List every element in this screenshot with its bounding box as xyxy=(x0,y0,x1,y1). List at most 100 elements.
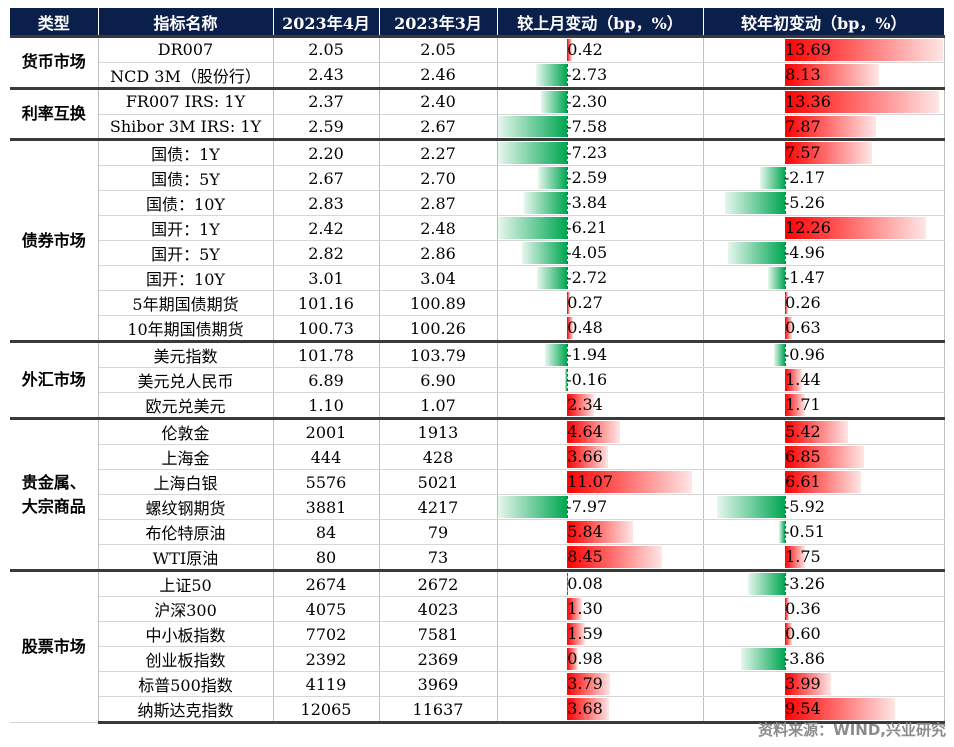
value-apr: 2001 xyxy=(273,417,380,446)
mom-change-bar xyxy=(537,167,568,190)
value-apr: 7702 xyxy=(273,621,380,648)
mom-change-cell: 2.34 xyxy=(497,392,704,421)
mom-change-cell: 8.45 xyxy=(497,544,704,573)
mom-change-cell: 0.42 xyxy=(497,35,704,63)
ytd-change-axis xyxy=(785,39,787,61)
ytd-change-value: 0.36 xyxy=(785,599,821,619)
ytd-change-value: 13.69 xyxy=(785,40,831,59)
ytd-change-bar xyxy=(785,623,792,646)
group-label: 贵金属、 大宗商品 xyxy=(10,417,99,572)
mom-change-axis xyxy=(567,192,569,215)
mom-change-cell: -7.23 xyxy=(497,138,704,167)
ytd-change-value: 3.99 xyxy=(785,674,821,694)
ytd-change-bar xyxy=(785,546,806,569)
table-row: 股票市场 上证50 2674 2672 0.08 -3.26 xyxy=(10,569,945,724)
mom-change-cell: 0.48 xyxy=(497,315,704,344)
mom-change-bar xyxy=(565,369,568,392)
mom-change-axis xyxy=(567,115,569,138)
value-mar: 2.05 xyxy=(379,35,498,63)
ytd-change-value: 9.54 xyxy=(785,699,821,719)
value-mar: 2.27 xyxy=(379,138,498,167)
market-summary-table: 类型 指标名称 2023年4月 2023年3月 较上月变动（bp，%） 较年初变… xyxy=(10,8,945,725)
table-row: 上海金 444 428 3.66 6.85 xyxy=(10,444,945,471)
value-apr: 2.42 xyxy=(273,215,380,242)
value-mar: 73 xyxy=(379,544,498,573)
ytd-change-bar xyxy=(779,521,786,544)
ytd-change-cell: -5.92 xyxy=(703,494,945,521)
mom-change-value: -2.30 xyxy=(566,91,608,111)
ytd-change-bar xyxy=(760,167,786,190)
mom-change-axis xyxy=(567,648,569,671)
value-apr: 12065 xyxy=(273,696,380,725)
ytd-change-value: -1.47 xyxy=(783,268,825,288)
group-label: 债券市场 xyxy=(10,138,99,343)
ytd-change-value: -3.86 xyxy=(783,649,825,669)
ytd-change-axis xyxy=(785,623,787,646)
mom-change-cell: -2.73 xyxy=(497,62,704,90)
indicator-name: 布伦特原油 xyxy=(98,519,274,546)
mom-change-axis xyxy=(567,623,569,646)
ytd-change-bar xyxy=(785,142,873,165)
mom-change-value: 2.34 xyxy=(567,395,603,415)
mom-change-bar xyxy=(567,292,571,315)
mom-change-value: 5.84 xyxy=(567,522,603,542)
value-mar: 3969 xyxy=(379,671,498,698)
ytd-change-axis xyxy=(785,90,787,113)
indicator-name: 美元指数 xyxy=(98,340,274,369)
value-mar: 2.67 xyxy=(379,114,498,142)
header-indicator-name: 指标名称 xyxy=(97,8,273,37)
ytd-change-bar xyxy=(785,421,848,444)
mom-change-axis xyxy=(567,546,569,569)
ytd-change-cell: -0.96 xyxy=(703,340,945,369)
ytd-change-axis xyxy=(785,267,787,290)
indicator-name: 美元兑人民币 xyxy=(98,367,274,394)
mom-change-bar xyxy=(567,394,594,417)
ytd-change-bar xyxy=(785,394,805,417)
ytd-change-bar xyxy=(747,573,786,596)
table-row: 欧元兑美元 1.10 1.07 2.34 1.71 xyxy=(10,392,945,421)
ytd-change-bar xyxy=(716,496,786,519)
ytd-change-value: -0.96 xyxy=(783,345,825,365)
ytd-change-cell: -0.51 xyxy=(703,519,945,546)
ytd-change-axis xyxy=(785,369,787,392)
ytd-change-bar xyxy=(785,39,943,61)
value-mar: 428 xyxy=(379,444,498,471)
indicator-name: 标普500指数 xyxy=(98,671,274,698)
value-mar: 100.26 xyxy=(379,315,498,344)
mom-change-bar xyxy=(567,421,620,444)
mom-change-bar xyxy=(545,344,568,367)
value-apr: 2392 xyxy=(273,646,380,673)
mom-change-bar xyxy=(567,446,609,469)
table-row: 国开：1Y 2.42 2.48 -6.21 12.26 xyxy=(10,215,945,242)
ytd-change-cell: -3.86 xyxy=(703,646,945,673)
mom-change-value: 1.59 xyxy=(567,624,603,644)
ytd-change-cell: -4.96 xyxy=(703,240,945,267)
mom-change-axis xyxy=(567,471,569,494)
mom-change-cell: -2.59 xyxy=(497,165,704,192)
ytd-change-bar xyxy=(785,63,879,86)
table-row: 国债：10Y 2.83 2.87 -3.84 -5.26 xyxy=(10,190,945,217)
mom-change-cell: 0.08 xyxy=(497,569,704,598)
mom-change-value: 0.42 xyxy=(567,40,603,59)
table-row: 沪深300 4075 4023 1.30 0.36 xyxy=(10,596,945,623)
group-label: 外汇市场 xyxy=(10,340,99,420)
mom-change-cell: 4.64 xyxy=(497,417,704,446)
mom-change-cell: -6.21 xyxy=(497,215,704,242)
value-apr: 6.89 xyxy=(273,367,380,394)
ytd-change-cell: 0.63 xyxy=(703,315,945,344)
ytd-change-cell: 8.13 xyxy=(703,62,945,90)
value-mar: 2.46 xyxy=(379,62,498,90)
table-row: 国开：10Y 3.01 3.04 -2.72 -1.47 xyxy=(10,265,945,292)
indicator-name: Shibor 3M IRS: 1Y xyxy=(98,114,274,142)
mom-change-axis xyxy=(567,698,569,721)
ytd-change-value: 1.75 xyxy=(785,547,821,567)
mom-change-cell: -3.84 xyxy=(497,190,704,217)
mom-change-cell: 3.79 xyxy=(497,671,704,698)
mom-change-value: -3.84 xyxy=(566,193,608,213)
value-mar: 2.87 xyxy=(379,190,498,217)
ytd-change-axis xyxy=(785,317,787,340)
value-mar: 2.40 xyxy=(379,86,498,115)
ytd-change-bar xyxy=(785,471,862,494)
ytd-change-cell: 13.36 xyxy=(703,86,945,115)
mom-change-value: -2.73 xyxy=(566,64,608,84)
